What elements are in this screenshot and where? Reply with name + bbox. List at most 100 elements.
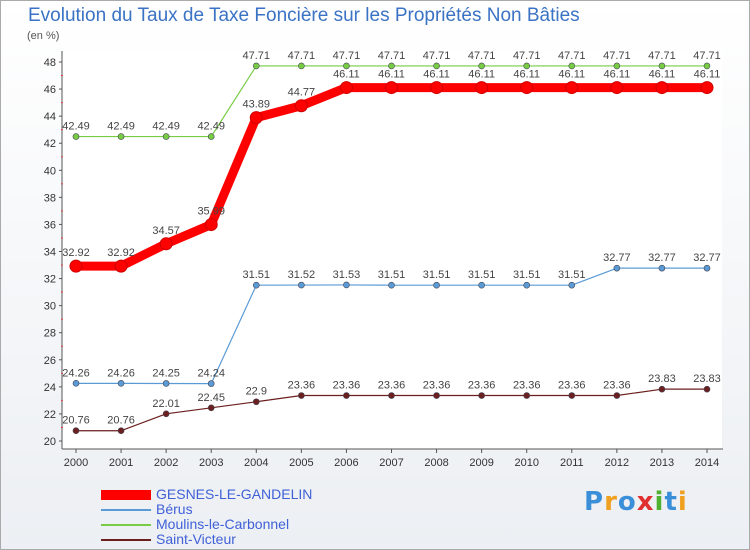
data-label: 42.49 — [62, 121, 90, 133]
data-label: 32.77 — [648, 252, 676, 264]
y-tick-label: 48 — [44, 57, 56, 69]
data-label: 23.36 — [423, 380, 451, 392]
data-label: 46.11 — [468, 69, 495, 81]
data-point — [343, 392, 350, 399]
y-minor-tick — [61, 237, 63, 239]
data-point — [433, 281, 440, 289]
y-tick-label: 42 — [44, 138, 56, 150]
x-tick-label: 2002 — [154, 457, 178, 469]
legend-swatch — [101, 539, 151, 541]
data-label: 47.71 — [513, 50, 541, 62]
data-point — [252, 281, 260, 289]
x-tick-label: 2006 — [334, 457, 358, 469]
data-point — [568, 392, 576, 399]
data-point — [658, 385, 666, 393]
data-point — [72, 133, 80, 140]
data-label: 31.51 — [558, 269, 586, 281]
y-minor-tick — [61, 264, 63, 266]
data-label: 23.83 — [648, 373, 676, 385]
data-label: 32.92 — [107, 247, 135, 259]
y-minor-tick — [61, 399, 63, 401]
data-label: 42.49 — [107, 121, 135, 133]
data-point — [433, 62, 440, 70]
y-tick-label: 26 — [44, 355, 56, 367]
data-label: 42.49 — [152, 121, 180, 133]
data-label: 20.76 — [62, 415, 90, 427]
data-point — [162, 380, 170, 387]
data-label: 31.51 — [378, 269, 406, 281]
data-point — [568, 62, 576, 70]
y-tick-label: 24 — [44, 382, 56, 394]
y-tick-label: 40 — [44, 165, 56, 177]
y-minor-tick — [61, 129, 63, 131]
data-label: 47.71 — [648, 50, 676, 62]
data-label: 46.11 — [513, 69, 540, 81]
data-point — [568, 281, 576, 289]
data-point — [207, 133, 215, 140]
data-point — [385, 81, 398, 95]
logo-letter: x — [636, 487, 655, 517]
x-tick-label: 2011 — [560, 457, 584, 469]
data-point — [117, 380, 125, 387]
data-point — [298, 281, 305, 289]
data-label: 47.71 — [468, 50, 496, 62]
data-label: 47.71 — [423, 50, 451, 62]
y-tick-label: 22 — [44, 409, 56, 421]
legend-item: Bérus — [101, 502, 312, 517]
data-label: 47.71 — [693, 50, 721, 62]
data-point — [117, 133, 125, 140]
data-point — [478, 392, 485, 399]
y-tick-label: 28 — [44, 328, 56, 340]
data-point — [478, 281, 485, 289]
data-point — [523, 392, 531, 399]
data-point — [610, 81, 624, 95]
data-label: 35.99 — [197, 206, 225, 218]
legend-swatch — [101, 509, 151, 511]
legend: GESNES-LE-GANDELIN Bérus Moulins-le-Carbon… — [101, 487, 312, 547]
data-point — [294, 99, 308, 113]
x-tick-label: 2009 — [469, 457, 493, 469]
data-label: 31.52 — [288, 269, 316, 281]
data-label: 31.51 — [513, 269, 541, 281]
data-point — [252, 62, 260, 70]
data-label: 43.89 — [243, 99, 271, 111]
legend-label: Moulins-le-Carbonnel — [156, 516, 290, 532]
data-label: 46.11 — [333, 69, 360, 81]
data-point — [252, 398, 260, 406]
x-tick-label: 2013 — [650, 457, 674, 469]
data-point — [339, 81, 353, 95]
data-point — [114, 259, 128, 273]
data-label: 23.36 — [333, 380, 361, 392]
legend-label: Saint-Victeur — [156, 531, 236, 547]
logo-letter: i — [677, 487, 688, 517]
legend-item: Saint-Victeur — [101, 532, 312, 547]
data-point — [700, 81, 714, 95]
data-point — [249, 111, 263, 125]
logo-letter: o — [617, 487, 637, 517]
data-label: 31.51 — [468, 269, 496, 281]
data-label: 46.11 — [558, 69, 585, 81]
data-point — [613, 62, 621, 70]
data-label: 42.49 — [197, 121, 225, 133]
y-tick-label: 46 — [44, 84, 56, 96]
chart-title: Evolution du Taux de Taxe Foncière sur l… — [28, 5, 580, 26]
data-point — [162, 133, 170, 140]
data-point — [343, 62, 350, 70]
data-point — [430, 81, 444, 95]
data-label: 32.77 — [603, 252, 631, 264]
data-point — [523, 281, 531, 289]
y-axis-unit-label: (en %) — [27, 30, 60, 42]
y-minor-tick — [61, 183, 63, 185]
y-minor-tick — [61, 75, 63, 77]
x-tick-label: 2003 — [199, 457, 223, 469]
logo-letter: t — [664, 487, 678, 517]
data-label: 31.51 — [243, 269, 271, 281]
y-minor-tick — [61, 345, 63, 347]
logo-letter: P — [584, 487, 605, 517]
data-point — [69, 259, 83, 273]
data-label: 22.45 — [197, 392, 225, 404]
x-tick-label: 2001 — [109, 457, 133, 469]
data-label: 24.25 — [152, 367, 180, 379]
legend-swatch — [101, 490, 151, 500]
data-point — [520, 81, 534, 95]
